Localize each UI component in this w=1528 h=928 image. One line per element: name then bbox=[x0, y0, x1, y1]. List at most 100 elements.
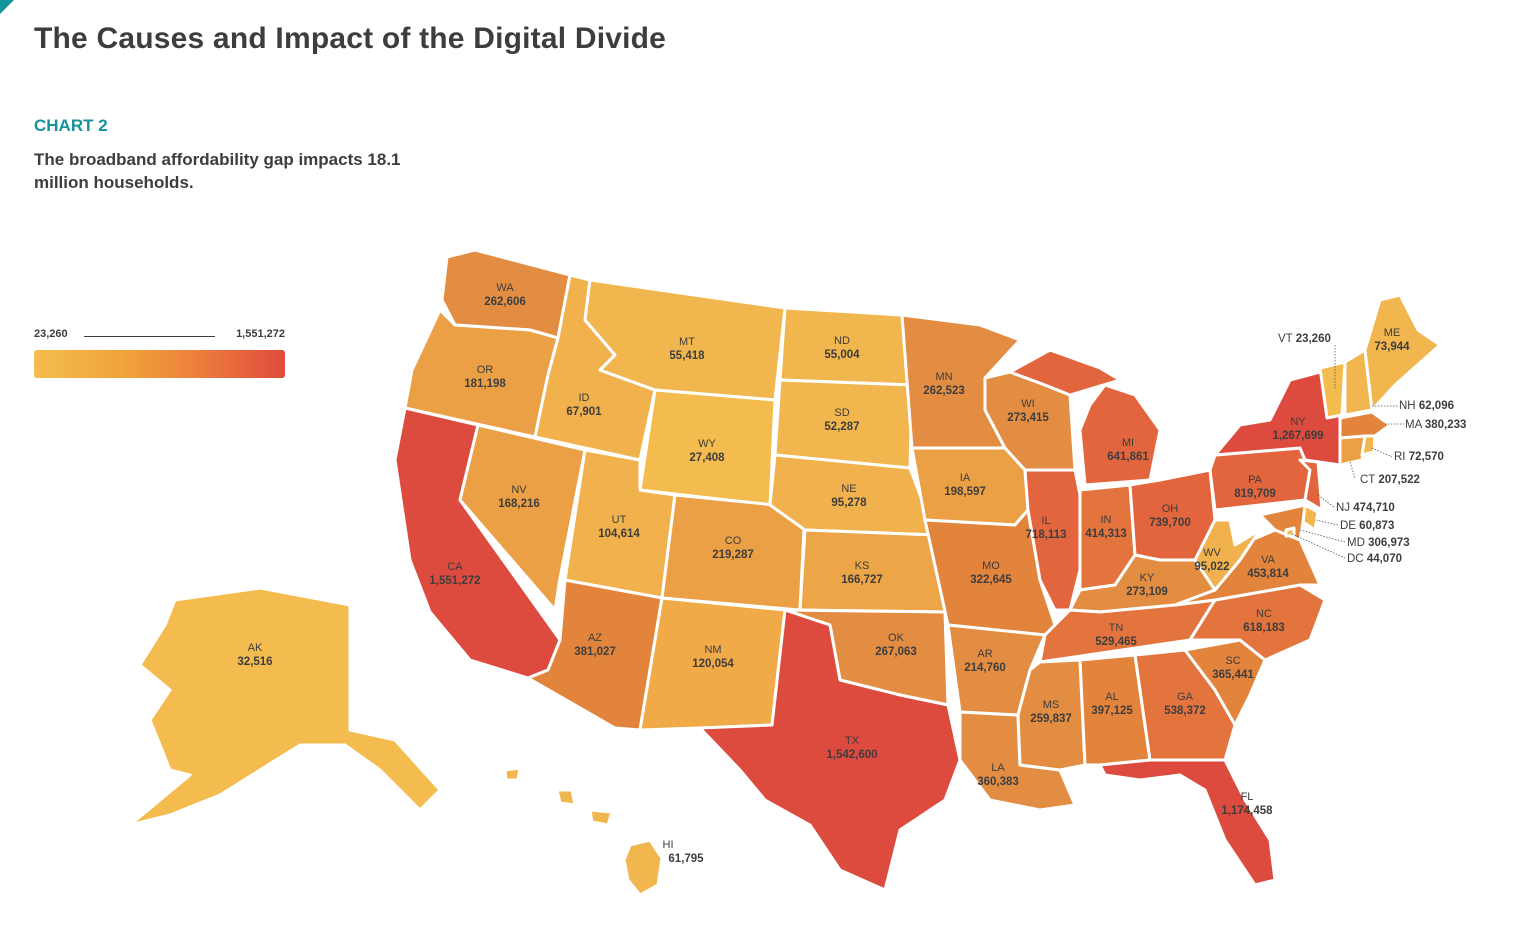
callout-label-de: DE 60,873 bbox=[1340, 520, 1394, 532]
callout-code: RI bbox=[1394, 451, 1409, 463]
state-value-label: 739,700 bbox=[1149, 517, 1191, 529]
state-vt[interactable] bbox=[1318, 360, 1347, 420]
callout-value: 23,260 bbox=[1296, 333, 1331, 345]
callout-code: DE bbox=[1340, 520, 1359, 532]
callout-value: 60,873 bbox=[1359, 520, 1394, 532]
state-code-label: MN bbox=[935, 371, 952, 383]
state-code-label: AR bbox=[977, 648, 992, 660]
state-nv[interactable] bbox=[458, 423, 587, 612]
state-value-label: 273,415 bbox=[1007, 412, 1049, 424]
callout-code: DC bbox=[1347, 553, 1367, 565]
state-code-label: NC bbox=[1256, 608, 1272, 620]
state-value-label: 198,597 bbox=[944, 486, 986, 498]
state-value-label: 267,063 bbox=[875, 646, 917, 658]
state-value-label: 214,760 bbox=[964, 662, 1006, 674]
callout-code: CT bbox=[1360, 474, 1378, 486]
state-value-label: 95,022 bbox=[1194, 561, 1229, 573]
callout-label-vt: VT 23,260 bbox=[1278, 333, 1331, 345]
state-value-label: 381,027 bbox=[574, 646, 616, 658]
state-code-label: OR bbox=[477, 364, 494, 376]
callout-value: 72,570 bbox=[1409, 451, 1444, 463]
state-code-label: NV bbox=[511, 484, 527, 496]
state-hi[interactable] bbox=[503, 766, 664, 897]
leader-ri bbox=[1371, 447, 1393, 458]
state-fl[interactable] bbox=[1098, 758, 1277, 887]
state-code-label: WA bbox=[496, 282, 514, 294]
callout-code: NH bbox=[1399, 400, 1419, 412]
state-ri[interactable] bbox=[1360, 434, 1377, 457]
state-code-label: OH bbox=[1162, 503, 1179, 515]
state-code-label: UT bbox=[612, 514, 627, 526]
state-code-label: IL bbox=[1041, 515, 1050, 527]
callout-labels: VT 23,260 NH 62,096 MA 380,233 RI 72,570 CT … bbox=[1278, 333, 1466, 565]
legend-min-value: 23,260 bbox=[34, 328, 68, 340]
state-value-label: 262,606 bbox=[484, 296, 526, 308]
state-code-label: AK bbox=[248, 642, 263, 654]
callout-value: 380,233 bbox=[1425, 419, 1467, 431]
state-ne[interactable] bbox=[768, 453, 937, 537]
state-wv[interactable] bbox=[1193, 518, 1262, 592]
legend-max-value: 1,551,272 bbox=[236, 328, 285, 340]
state-value-label: 453,814 bbox=[1247, 568, 1289, 580]
leader-de bbox=[1315, 519, 1339, 526]
corner-accent bbox=[0, 0, 14, 14]
state-code-label: IA bbox=[960, 472, 971, 484]
callout-code: NJ bbox=[1336, 502, 1353, 514]
state-value-label: 360,383 bbox=[977, 776, 1019, 788]
state-value-label: 414,313 bbox=[1085, 528, 1127, 540]
state-value-label: 168,216 bbox=[498, 498, 540, 510]
state-code-label: VA bbox=[1261, 554, 1276, 566]
state-code-label: NE bbox=[841, 483, 856, 495]
state-value-label: 262,523 bbox=[923, 385, 965, 397]
state-code-label: AL bbox=[1105, 691, 1118, 703]
callout-code: VT bbox=[1278, 333, 1296, 345]
leader-ct bbox=[1349, 461, 1356, 479]
state-code-label: KY bbox=[1140, 572, 1155, 584]
chart-label: CHART 2 bbox=[34, 116, 108, 135]
legend-gradient-bar bbox=[34, 350, 285, 378]
state-value-label: 641,861 bbox=[1107, 451, 1149, 463]
state-ct[interactable] bbox=[1338, 434, 1367, 467]
state-value-label: 322,645 bbox=[970, 574, 1012, 586]
state-value-label: 397,125 bbox=[1091, 705, 1133, 717]
state-value-label: 95,278 bbox=[831, 497, 867, 509]
state-code-label: ND bbox=[834, 335, 850, 347]
state-code-label: OK bbox=[888, 632, 905, 644]
callout-value: 62,096 bbox=[1419, 400, 1454, 412]
state-code-label: PA bbox=[1248, 474, 1263, 486]
state-value-label: 819,709 bbox=[1234, 488, 1276, 500]
state-value-label: 104,614 bbox=[598, 528, 640, 540]
state-tx[interactable] bbox=[698, 608, 962, 892]
state-value-label: 181,198 bbox=[464, 378, 506, 390]
state-value-label: 61,795 bbox=[668, 853, 704, 865]
state-code-label: GA bbox=[1177, 691, 1194, 703]
page-title: The Causes and Impact of the Digital Div… bbox=[34, 22, 667, 55]
leader-nj bbox=[1317, 494, 1336, 509]
state-nj[interactable] bbox=[1298, 458, 1324, 512]
state-code-label: MI bbox=[1122, 437, 1134, 449]
state-code-label: MS bbox=[1043, 699, 1060, 711]
state-ak[interactable] bbox=[128, 586, 442, 827]
callout-value: 207,522 bbox=[1378, 474, 1420, 486]
state-mi[interactable] bbox=[1008, 348, 1162, 487]
state-code-label: SD bbox=[834, 407, 849, 419]
callout-label-ri: RI 72,570 bbox=[1394, 451, 1444, 463]
state-value-label: 55,004 bbox=[824, 349, 860, 361]
state-value-label: 52,287 bbox=[824, 421, 859, 433]
state-ms[interactable] bbox=[1016, 658, 1087, 772]
state-labels: WA 262,606 OR 181,198 CA 1,551,272 NV 168,216 ID… bbox=[237, 282, 1410, 865]
state-code-label: HI bbox=[663, 839, 674, 851]
state-code-label: SC bbox=[1225, 655, 1240, 667]
state-ks[interactable] bbox=[798, 528, 947, 614]
legend-rule bbox=[84, 336, 215, 337]
state-ma[interactable] bbox=[1338, 410, 1392, 440]
callout-label-md: MD 306,973 bbox=[1347, 537, 1410, 549]
callout-label-nh: NH 62,096 bbox=[1399, 400, 1454, 412]
state-code-label: LA bbox=[991, 762, 1005, 774]
callout-code: MD bbox=[1347, 537, 1368, 549]
callout-code: MA bbox=[1405, 419, 1425, 431]
state-value-label: 259,837 bbox=[1030, 713, 1072, 725]
state-code-label: KS bbox=[855, 560, 870, 572]
state-value-label: 166,727 bbox=[841, 574, 883, 586]
